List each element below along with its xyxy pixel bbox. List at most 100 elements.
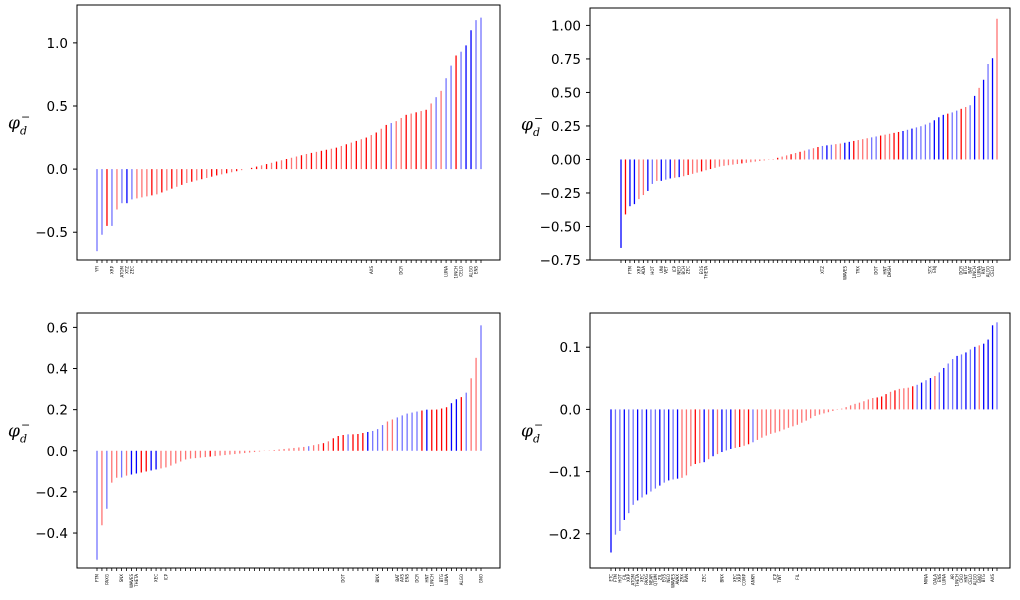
x-tick-label: ALGO [972,574,977,585]
x-tick-label: AVAX [675,574,680,585]
y-tick-label: 0.75 [551,52,581,68]
x-tick-label: NEO [666,574,671,583]
x-tick-label: XEC [154,574,159,582]
x-tick-label: TRX [856,266,861,275]
y-axis-title-superscript: − [534,112,543,125]
x-tick-label: AXS [400,574,405,582]
x-tick-label: DOT [341,573,346,582]
y-tick-label: −0.75 [540,253,581,269]
x-tick-label: 1INCH [955,574,960,587]
x-tick-label: DOT [874,265,879,274]
x-tick-label: COMP [742,573,747,585]
x-tick-label: LUNA [444,266,449,277]
y-tick-label: −0.50 [540,219,581,235]
y-tick-label: 0.5 [47,99,68,115]
x-tick-label: LUNA [444,574,449,585]
y-axis-title-subscript: d [533,126,540,139]
x-tick-label: ATOM [119,265,124,277]
x-tick-label: ALGO [469,266,474,277]
axes-frame [589,312,1011,569]
x-tick-label: BNX [375,574,380,583]
x-tick-label: XRP [626,573,631,582]
x-tick-label: ZIL [657,573,662,580]
x-tick-label: TWT [777,573,782,583]
x-tick-label: DCR [399,266,404,275]
x-tick-label: BTG [963,266,968,274]
y-tick-label: 0.00 [551,152,581,168]
y-tick-label: 0.0 [560,402,581,418]
x-tick-label: PAXG [644,574,649,585]
y-tick-label: 1.0 [47,36,68,52]
x-tick-label: NEAR [648,574,653,585]
x-tick-label: ZEC [129,266,134,274]
x-tick-label: AR [950,574,955,580]
x-tick-label: XRP [109,265,114,274]
y-tick-label: −0.5 [35,225,68,241]
subplot-top-right: −0.75 −0.50 −0.25 0.00 0.25 0.50 0.75 1.00 FTM XR… [521,7,1011,280]
x-tick-label: XTZ [820,266,825,274]
x-tick-label: FIL [795,573,800,579]
x-tick-label: ICP [163,573,168,580]
x-tick-label: FTM [95,573,100,582]
x-tick-label: YFI [95,266,100,273]
axes-frame [589,7,1011,261]
y-axis-title: φ [521,115,533,135]
subplot-bottom-left: −0.4 −0.2 0.0 0.2 0.4 0.6 FTM PAXG SNX WAVES THETA… [8,312,501,588]
x-tick-label: WAVES [671,574,676,588]
x-tick-label: ALGO [459,574,464,585]
y-tick-label: 0.2 [47,403,68,419]
x-tick-label: HOT [617,573,622,582]
x-tick-label: FTM [613,573,618,582]
x-tick-label: PAXG [104,574,109,585]
x-tick-label: THETA [704,266,709,280]
x-tick-label: BTG [981,574,986,582]
y-tick-label: 0.50 [551,85,581,101]
x-tick-label: ENS [474,266,479,275]
x-tick-label: STX [927,266,932,274]
x-tick-label: BNX [719,574,724,583]
x-tick-label: BAT [395,573,400,581]
x-tick-label: MINA [924,574,929,585]
y-axis-title-superscript: − [21,111,30,124]
x-tick-label: XRP [737,573,742,582]
x-tick-label: WAVES [842,266,847,280]
x-tick-label: ICP [773,573,778,580]
y-tick-label: 1.00 [551,18,581,34]
x-tick-label: ADA [641,266,646,275]
x-tick-label: AXS [990,574,995,582]
x-tick-label: XEC [640,574,645,582]
x-tick-label: FTM [627,265,632,274]
axes-frame [76,4,501,261]
x-tick-label: QTUM [653,573,658,586]
y-axis-title-superscript: − [534,419,543,432]
x-tick-label: ENS [405,574,410,583]
y-tick-label: −0.4 [35,526,68,542]
x-tick-label: CELO [968,574,973,585]
subplot-top-left: −0.5 0.0 0.5 1.0 YFI XRP ATOM XTZ ZEC AXS DCR LUNA 1… [8,4,501,279]
x-tick-label: THETA [635,574,640,588]
x-tick-label: BCH [681,266,686,274]
x-tick-label: CRO [959,574,964,583]
x-tick-label: 1INCH [972,266,977,279]
x-tick-label: EOS [662,574,667,583]
x-tick-label: THETA [134,574,139,588]
x-tick-label: NEO [677,266,682,275]
x-tick-label: HOT [650,265,655,274]
y-tick-label: 0.25 [551,119,581,135]
axes-frame [76,312,501,569]
x-tick-label: ALGO [986,266,991,277]
x-tick-label: BTG [439,574,444,582]
x-tick-label: ZEC [702,574,707,582]
x-tick-label: CELO [990,266,995,277]
x-tick-label: SNX [119,574,124,583]
x-tick-label: ETC [609,574,614,582]
x-tick-label: HNT [424,573,429,582]
x-tick-label: ENS [937,574,942,583]
x-tick-label: RNT [981,265,986,274]
y-tick-label: 0.0 [47,162,68,178]
x-tick-label: XEC [733,574,738,582]
x-tick-label: RVN [684,574,689,582]
y-tick-label: 0.4 [47,362,68,378]
